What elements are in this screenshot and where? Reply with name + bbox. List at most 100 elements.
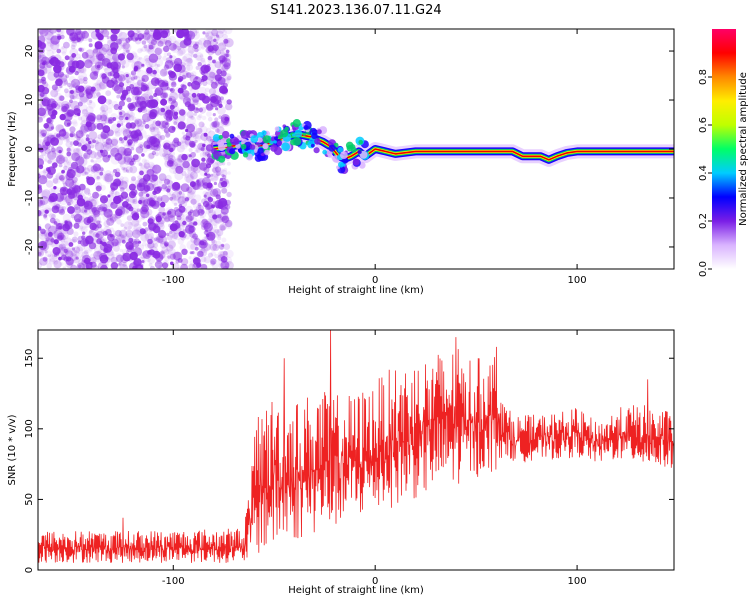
ridge-blob [316,129,322,135]
noise-speckle [43,214,47,219]
noise-speckle [70,100,80,110]
noise-speckle [38,252,42,257]
noise-speckle [92,232,99,238]
noise-speckle [157,40,164,47]
noise-speckle [79,240,83,244]
noise-speckle [41,151,47,157]
noise-speckle [41,97,51,107]
noise-speckle [147,250,152,255]
noise-speckle [158,135,162,140]
noise-speckle [190,53,195,58]
noise-speckle [52,176,61,185]
noise-speckle [212,44,219,51]
noise-speckle [213,38,217,42]
noise-speckle [128,237,134,243]
noise-speckle [215,37,225,46]
noise-speckle [70,264,77,269]
noise-speckle [64,91,72,98]
noise-speckle [196,180,206,190]
noise-speckle [118,115,124,121]
noise-speckle [61,169,65,174]
noise-speckle [108,43,116,51]
noise-speckle [118,100,125,107]
noise-speckle [210,258,217,265]
noise-speckle [205,209,212,215]
noise-speckle [90,86,96,92]
noise-speckle [201,75,208,82]
noise-speckle [199,162,208,171]
noise-speckle [138,244,145,251]
noise-speckle [180,136,187,144]
noise-speckle [86,99,92,106]
noise-speckle [127,225,132,230]
noise-speckle [70,84,75,89]
noise-speckle [168,125,176,133]
noise-speckle [212,113,216,117]
noise-speckle [51,147,56,153]
noise-speckle [46,117,54,125]
noise-speckle [107,194,111,198]
noise-speckle [96,115,104,123]
noise-speckle [134,120,140,125]
noise-speckle [219,223,227,231]
noise-speckle [142,85,150,93]
noise-speckle [75,60,85,69]
noise-speckle [96,56,101,61]
noise-speckle [198,37,207,46]
noise-speckle [144,95,149,101]
noise-speckle [181,137,191,147]
noise-speckle [217,29,225,34]
noise-speckle [107,198,115,206]
noise-speckle [48,169,51,173]
noise-speckle [56,133,61,138]
noise-speckle [211,29,219,37]
noise-speckle [186,57,193,65]
noise-speckle [164,216,171,223]
ridge-blob [229,148,236,155]
ridge-blob [284,126,289,131]
noise-speckle [65,172,74,181]
noise-speckle [192,181,201,191]
noise-speckle [203,230,209,236]
noise-speckle [83,188,91,195]
noise-speckle [143,84,150,91]
noise-speckle [206,231,212,237]
noise-speckle [99,171,104,176]
noise-speckle [217,236,222,241]
noise-speckle [124,75,133,84]
noise-speckle [138,30,142,35]
noise-speckle [73,140,79,147]
noise-speckle [182,92,188,98]
ridge-blob [217,139,225,147]
noise-speckle [175,186,182,193]
noise-speckle [182,112,187,116]
noise-speckle [114,171,121,178]
noise-speckle [68,85,73,90]
noise-speckle [64,88,69,94]
noise-speckle [214,80,220,86]
noise-speckle [47,207,52,212]
noise-speckle [181,40,188,47]
noise-speckle [177,121,186,130]
noise-speckle [58,71,65,78]
noise-speckle [85,137,90,142]
noise-speckle [222,29,228,35]
noise-speckle [190,164,199,172]
noise-speckle [102,154,110,163]
noise-speckle [118,74,126,82]
noise-speckle [202,80,208,86]
noise-speckle [127,139,133,145]
noise-speckle [81,170,86,175]
noise-speckle [123,136,128,141]
noise-speckle [78,71,88,81]
noise-speckle [58,256,62,261]
noise-speckle [174,220,179,224]
noise-speckle [77,139,83,145]
noise-speckle [165,130,172,136]
noise-speckle [145,47,151,53]
noise-speckle [111,83,120,92]
noise-speckle [91,207,100,216]
noise-speckle [62,181,66,185]
noise-speckle [221,215,230,224]
noise-speckle [83,167,91,175]
